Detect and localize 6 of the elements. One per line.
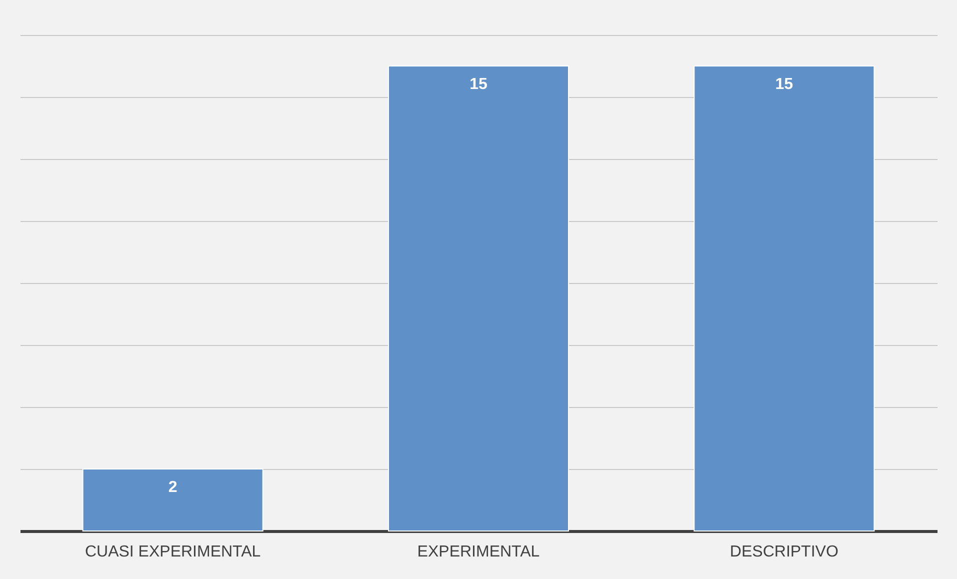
- x-tick-label: CUASI EXPERIMENTAL: [84, 544, 261, 560]
- data-label: 15: [775, 76, 794, 93]
- x-tick-label: DESCRIPTIVO: [730, 544, 838, 560]
- data-label: 15: [470, 76, 488, 93]
- x-tick-label: EXPERIMENTAL: [417, 544, 540, 560]
- data-label: 2: [168, 479, 178, 496]
